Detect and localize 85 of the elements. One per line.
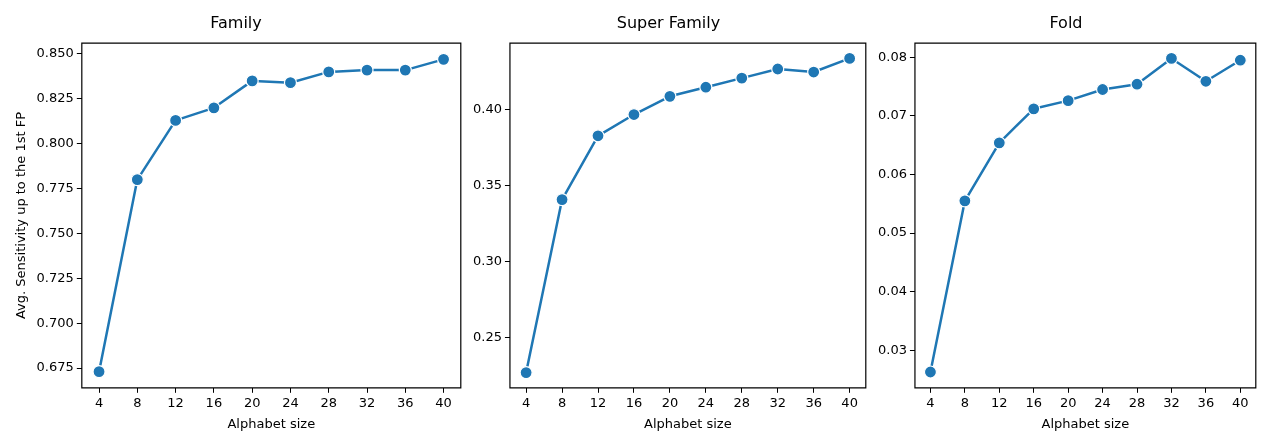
point	[807, 65, 821, 79]
x-tick-label: 28	[1128, 394, 1146, 410]
point	[283, 76, 298, 90]
x-tick-label: 32	[769, 394, 787, 410]
y-tick-label: 0.775	[36, 179, 74, 195]
point	[322, 65, 336, 79]
point	[207, 101, 221, 115]
x-tick-label: 24	[697, 394, 715, 410]
point	[1061, 94, 1075, 108]
point	[1199, 74, 1213, 88]
point	[1095, 82, 1110, 97]
y-tick-label: 0.825	[36, 90, 74, 106]
point	[958, 194, 972, 208]
y-tick-label: 0.08	[877, 48, 907, 64]
x-tick-label: 4	[94, 394, 104, 410]
y-tick-label: 0.40	[472, 101, 502, 117]
x-tick-label: 20	[661, 394, 679, 410]
point	[923, 365, 938, 379]
point	[169, 113, 183, 127]
x-tick-label: 8	[557, 394, 567, 410]
x-tick-label: 16	[625, 394, 643, 410]
x-tick-label: 36	[397, 394, 414, 410]
x-axis-title: Alphabet size	[1041, 415, 1130, 431]
x-tick-label: 32	[1163, 394, 1180, 410]
x-axis-title: Alphabet size	[644, 415, 732, 431]
y-tick-label: 0.725	[36, 269, 74, 285]
y-tick-label: 0.06	[877, 165, 907, 181]
point	[771, 62, 785, 76]
y-tick-label: 0.03	[877, 341, 907, 357]
x-tick-label: 40	[435, 394, 452, 410]
point	[436, 52, 451, 66]
point	[843, 51, 857, 65]
point	[1164, 51, 1179, 66]
x-tick-label: 28	[320, 394, 337, 410]
y-tick-label: 0.30	[472, 253, 502, 269]
point	[555, 192, 569, 207]
x-tick-label: 4	[521, 394, 531, 410]
chart-title: Family	[210, 12, 262, 32]
y-tick-label: 0.850	[36, 45, 74, 61]
y-tick-label: 0.07	[877, 107, 907, 123]
x-tick-label: 4	[926, 394, 935, 410]
x-tick-label: 12	[589, 394, 607, 410]
x-tick-label: 8	[133, 394, 142, 410]
x-tick-label: 20	[243, 394, 261, 410]
y-axis-title: Avg. Sensitivity up to the 1st FP	[13, 111, 29, 320]
x-tick-label: 32	[358, 394, 376, 410]
y-tick-label: 0.25	[472, 329, 502, 345]
point	[360, 63, 374, 77]
x-tick-label: 16	[205, 394, 223, 410]
point	[245, 74, 259, 88]
y-tick-label: 0.750	[36, 224, 74, 240]
point	[1233, 53, 1247, 67]
y-tick-label: 0.35	[472, 177, 502, 193]
y-tick-label: 0.800	[36, 135, 74, 151]
x-tick-label: 28	[733, 394, 751, 410]
point	[130, 173, 144, 187]
point	[92, 365, 106, 379]
x-tick-label: 16	[1025, 394, 1042, 410]
point	[735, 71, 749, 85]
x-tick-label: 12	[167, 394, 184, 410]
point	[992, 136, 1006, 150]
chart-title: Fold	[1049, 12, 1083, 32]
y-tick-label: 0.04	[877, 283, 907, 299]
x-tick-label: 40	[1232, 394, 1249, 410]
chart-title: Super Family	[616, 12, 721, 32]
point	[699, 80, 713, 94]
x-tick-label: 40	[841, 394, 858, 410]
point	[519, 366, 533, 380]
y-tick-label: 0.700	[36, 314, 74, 330]
x-tick-label: 24	[282, 394, 299, 410]
point	[1027, 102, 1041, 116]
x-axis-title: Alphabet size	[227, 415, 316, 431]
y-tick-label: 0.675	[36, 359, 74, 375]
x-tick-label: 36	[1197, 394, 1215, 410]
x-tick-label: 12	[991, 394, 1008, 410]
point	[398, 63, 412, 77]
point	[663, 89, 677, 103]
x-tick-label: 20	[1059, 394, 1077, 410]
y-tick-label: 0.05	[877, 224, 907, 240]
point	[591, 129, 605, 143]
x-tick-label: 36	[805, 394, 822, 410]
x-tick-label: 8	[960, 394, 970, 410]
x-tick-label: 24	[1094, 394, 1111, 410]
point	[1130, 77, 1144, 91]
point	[627, 107, 641, 122]
